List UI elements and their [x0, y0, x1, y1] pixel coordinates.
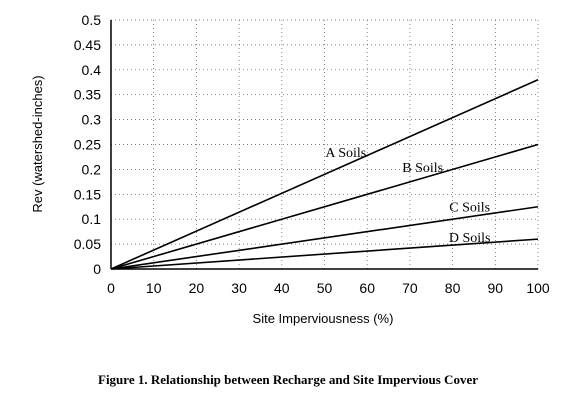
x-tick-label: 10 — [146, 280, 162, 296]
series-label: B Soils — [402, 161, 443, 176]
y-tick-label: 0.2 — [82, 161, 102, 177]
series-line-a-soils — [110, 79, 539, 270]
x-tick-label: 40 — [274, 280, 290, 296]
series-label: D Soils — [449, 231, 491, 246]
y-axis-title: Rev (watershed-inches) — [30, 75, 45, 212]
x-tick-label: 90 — [488, 280, 504, 296]
x-tick-label: 0 — [107, 280, 115, 296]
x-tick-label: 60 — [359, 280, 375, 296]
y-tick-label: 0.25 — [74, 137, 101, 153]
series-label: A Soils — [325, 146, 366, 161]
y-ticks: 0 0.05 0.1 0.15 0.2 0.25 0.3 0.35 0.4 0.45 0.5 — [74, 12, 101, 277]
y-tick-label: 0.35 — [74, 87, 101, 103]
series-line-c-soils — [110, 205, 539, 270]
x-tick-label: 30 — [231, 280, 247, 296]
y-tick-label: 0.45 — [74, 37, 101, 53]
x-tick-label: 100 — [526, 280, 550, 296]
x-axis-title: Site Imperviousness (%) — [253, 311, 394, 326]
series-label: C Soils — [449, 201, 490, 216]
figure-caption: Figure 1. Relationship between Recharge … — [98, 372, 478, 387]
x-tick-label: 80 — [445, 280, 461, 296]
y-tick-label: 0.3 — [82, 112, 102, 128]
y-tick-label: 0.05 — [74, 236, 101, 252]
x-ticks: 0 10 20 30 40 50 60 70 80 90 100 — [107, 280, 550, 296]
axes — [110, 20, 538, 270]
x-tick-label: 50 — [317, 280, 333, 296]
y-tick-label: 0 — [93, 261, 101, 277]
series-line-d-soils — [110, 238, 539, 270]
series-lines — [110, 79, 539, 270]
series-labels: A Soils B Soils C Soils D Soils — [325, 146, 490, 246]
y-tick-label: 0.1 — [82, 211, 102, 227]
y-tick-label: 0.4 — [82, 62, 102, 78]
x-tick-label: 20 — [189, 280, 205, 296]
x-tick-label: 70 — [402, 280, 418, 296]
y-tick-label: 0.5 — [82, 12, 102, 28]
series-line-b-soils — [110, 143, 539, 270]
y-tick-label: 0.15 — [74, 186, 101, 202]
